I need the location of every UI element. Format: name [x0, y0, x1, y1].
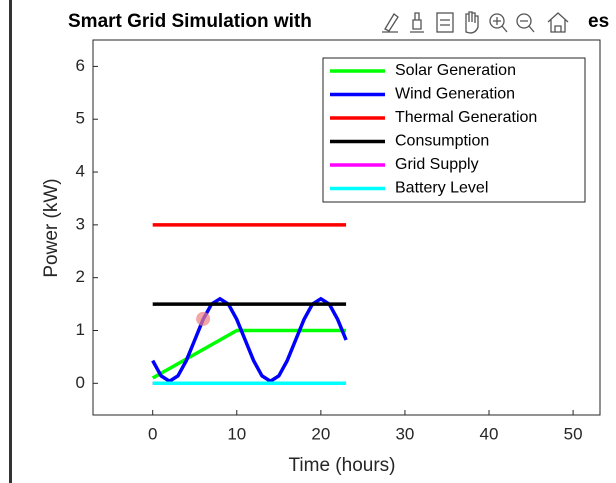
x-tick-label: 30 [395, 424, 414, 443]
axes-toolbar[interactable] [368, 6, 588, 38]
y-tick-label: 2 [76, 267, 85, 286]
y-axis-label: Power (kW) [41, 178, 62, 277]
toolbar-icons[interactable] [382, 11, 569, 34]
legend-box [322, 57, 586, 203]
x-tick-label: 40 [480, 424, 499, 443]
x-tick-label: 10 [227, 424, 246, 443]
legend-label: Wind Generation [395, 86, 515, 103]
legend-label: Grid Supply [395, 156, 479, 173]
x-tick-label: 0 [148, 424, 157, 443]
x-axis-label: Time (hours) [289, 455, 396, 476]
x-tick-label: 50 [564, 424, 583, 443]
y-tick-label: 6 [76, 56, 85, 75]
y-tick-label: 4 [76, 162, 85, 181]
y-tick-label: 3 [76, 214, 85, 233]
y-tick-label: 0 [76, 373, 85, 392]
legend-label: Battery Level [395, 180, 488, 197]
y-tick-label: 1 [76, 320, 85, 339]
window-edge [9, 0, 12, 483]
y-tick-label: 5 [76, 109, 85, 128]
chart-title: Smart Grid Simulation with [68, 11, 312, 32]
legend-label: Consumption [395, 133, 489, 150]
chart-title-end: es [588, 11, 609, 32]
legend-label: Thermal Generation [395, 109, 537, 126]
legend-label: Solar Generation [395, 62, 516, 79]
data-marker [196, 311, 211, 326]
x-tick-label: 20 [311, 424, 330, 443]
